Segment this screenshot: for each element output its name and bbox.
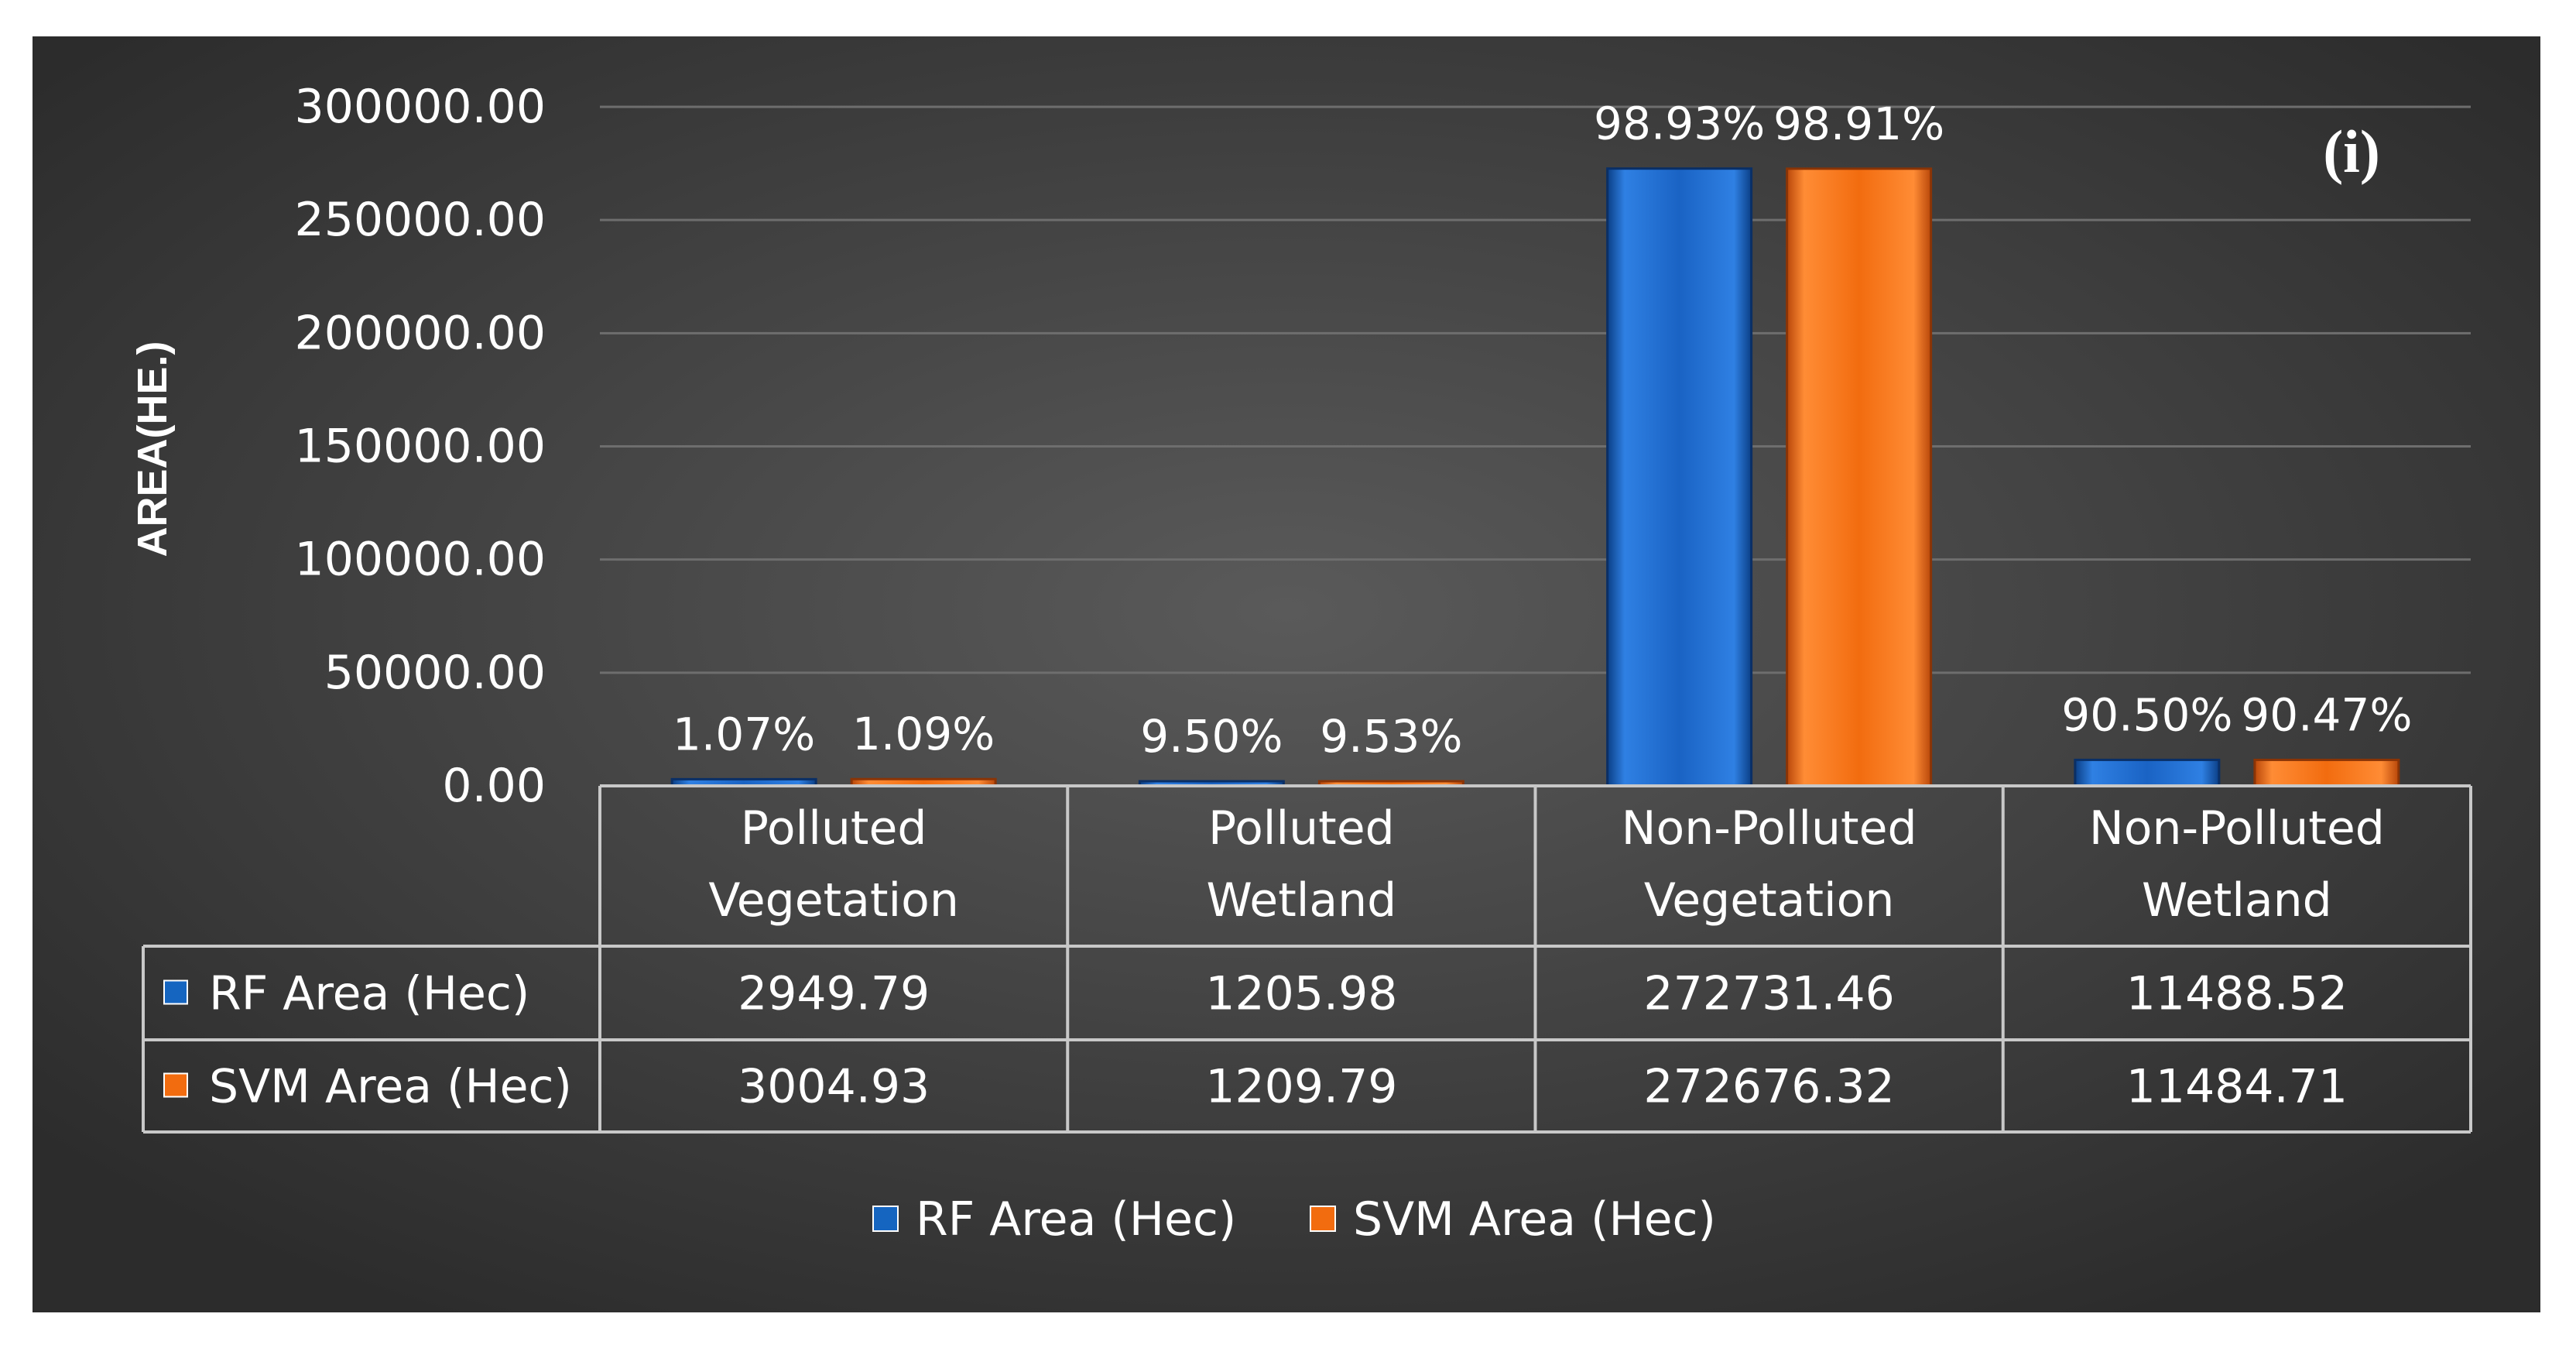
data-labels: 1.07% 9.50% 98.93% 90.50% 1.09% 9.53% 98.91% 90… (673, 98, 2412, 763)
bar-rf (1606, 167, 1753, 787)
legend-label: SVM Area (Hec) (1353, 1192, 1716, 1247)
table-series-name: RF Area (Hec) (209, 967, 529, 1021)
bar-rf (2074, 758, 2221, 787)
table-cell: 11484.71 (2126, 1060, 2348, 1114)
y-tick-label: 100000.00 (295, 533, 546, 587)
panel-label: (i) (2323, 118, 2380, 185)
y-tick-label: 50000.00 (324, 646, 546, 700)
table-cell: 1205.98 (1205, 967, 1397, 1021)
data-label: 98.91% (1773, 98, 1944, 150)
legend-label: RF Area (Hec) (916, 1192, 1236, 1247)
data-label: 9.53% (1320, 710, 1462, 763)
y-tick-label: 250000.00 (295, 193, 546, 247)
bars (670, 167, 2400, 787)
gridlines (600, 105, 2471, 674)
data-label: 1.09% (852, 708, 995, 760)
data-label: 90.50% (2061, 688, 2232, 741)
category-label: Wetland (1206, 873, 1396, 928)
y-axis-ticks: 0.00 50000.00 100000.00 150000.00 200000.00 2… (295, 80, 546, 813)
table-legend-key (163, 979, 188, 1005)
data-table: Polluted Vegetation Polluted Wetland Non-Pol… (142, 784, 2472, 1134)
chart-background (33, 36, 2540, 1312)
table-cell: 272676.32 (1643, 1060, 1894, 1114)
table-cell: 272731.46 (1643, 967, 1894, 1021)
legend-swatch (872, 1206, 899, 1232)
table-legend-key (163, 1072, 188, 1098)
category-label: Non-Polluted (1622, 801, 1917, 856)
y-axis-label: AREA(HE.) (129, 341, 176, 557)
data-label: 98.93% (1594, 98, 1765, 150)
bar-svm (2253, 758, 2400, 787)
bar-svm (1786, 167, 1933, 787)
category-label: Vegetation (708, 873, 959, 928)
table-cell: 3004.93 (738, 1060, 930, 1114)
y-tick-label: 300000.00 (295, 80, 546, 134)
category-label: Non-Polluted (2089, 801, 2385, 856)
category-label: Wetland (2142, 873, 2332, 928)
table-cell: 2949.79 (738, 967, 930, 1021)
legend-swatch (1310, 1206, 1336, 1232)
legend: RF Area (Hec) SVM Area (Hec) (872, 1192, 1716, 1247)
table-cell: 11488.52 (2126, 967, 2348, 1021)
y-tick-label: 150000.00 (295, 420, 546, 474)
table-series-name: SVM Area (Hec) (209, 1060, 572, 1114)
data-label: 9.50% (1140, 710, 1283, 763)
y-tick-label: 0.00 (442, 759, 546, 813)
y-tick-label: 200000.00 (295, 306, 546, 360)
data-label: 90.47% (2241, 688, 2412, 741)
category-label: Polluted (741, 801, 927, 856)
category-label: Polluted (1208, 801, 1395, 856)
category-label: Vegetation (1644, 873, 1895, 928)
table-cell: 1209.79 (1205, 1060, 1397, 1114)
data-label: 1.07% (673, 708, 815, 760)
